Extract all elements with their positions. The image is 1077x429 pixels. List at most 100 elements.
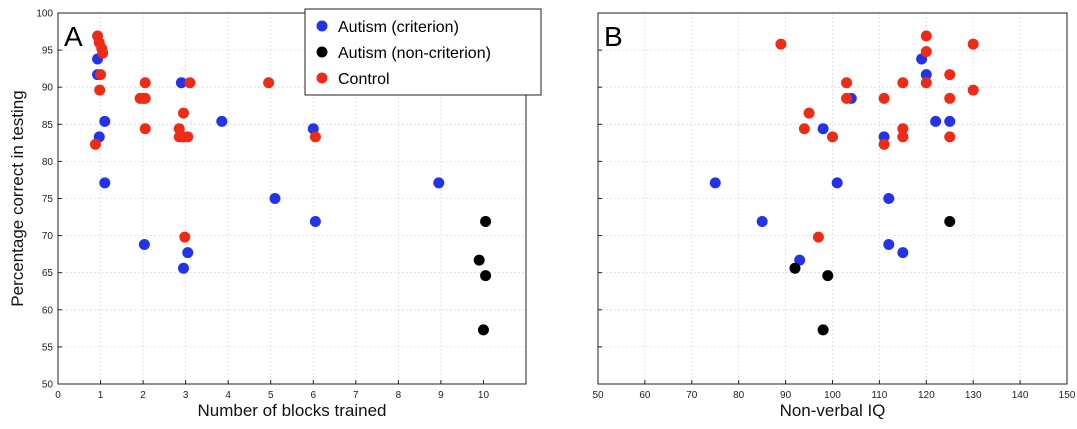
point-criterion — [930, 115, 942, 127]
x-tick-label: 70 — [686, 390, 698, 401]
point-criterion — [216, 115, 228, 127]
point-control — [967, 84, 979, 96]
point-criterion — [897, 247, 909, 259]
x-tick-label: 140 — [1012, 390, 1029, 401]
point-control — [139, 92, 151, 104]
point-control — [139, 123, 151, 135]
point-criterion — [883, 193, 895, 204]
point-criterion — [831, 177, 843, 189]
point-noncriterion — [480, 216, 492, 228]
point-noncriterion — [480, 270, 492, 282]
x-tick-label: 90 — [780, 390, 792, 401]
point-control — [897, 77, 909, 89]
point-control — [94, 84, 106, 96]
point-noncriterion — [822, 270, 834, 282]
point-control — [803, 107, 815, 119]
point-control — [944, 92, 956, 104]
point-criterion — [433, 177, 445, 189]
point-control — [139, 77, 151, 89]
y-axis-label: Percentage correct in testing — [8, 90, 27, 306]
legend: Autism (criterion) Autism (non-criterion)… — [304, 8, 542, 96]
point-criterion — [178, 262, 190, 274]
x-tick-label: 110 — [871, 390, 887, 401]
x-axis-label: Non-verbal IQ — [780, 401, 886, 420]
x-tick-label: 9 — [438, 390, 444, 401]
point-control — [944, 69, 956, 81]
x-tick-label: 5 — [268, 390, 274, 401]
point-noncriterion — [944, 216, 956, 228]
point-noncriterion — [473, 254, 485, 266]
point-criterion — [175, 77, 187, 89]
point-criterion — [794, 254, 806, 266]
point-control — [812, 231, 824, 243]
point-control — [967, 38, 979, 50]
point-control — [775, 38, 787, 50]
x-tick-label: 6 — [310, 390, 316, 401]
y-tick-label: 70 — [42, 231, 54, 242]
y-tick-label: 60 — [42, 305, 54, 316]
y-tick-label: 55 — [42, 342, 54, 353]
y-tick-label: 65 — [42, 268, 54, 279]
point-control — [920, 30, 932, 42]
panel-letter: A — [64, 21, 83, 52]
legend-marker-noncriterion — [316, 46, 328, 58]
point-criterion — [99, 177, 111, 189]
point-noncriterion — [817, 324, 829, 336]
x-tick-label: 4 — [225, 390, 231, 401]
x-axis-label: Number of blocks trained — [198, 401, 387, 420]
y-tick-label: 75 — [42, 194, 54, 205]
x-tick-label: 130 — [965, 390, 982, 401]
x-tick-label: 0 — [55, 390, 61, 401]
point-criterion — [944, 115, 956, 127]
point-control — [179, 231, 191, 243]
y-tick-label: 90 — [42, 83, 54, 94]
legend-label-noncriterion: Autism (non-criterion) — [338, 45, 491, 62]
point-control — [897, 123, 909, 135]
x-tick-label: 10 — [478, 390, 490, 401]
point-criterion — [309, 216, 321, 228]
point-control — [841, 77, 853, 89]
x-tick-label: 2 — [140, 390, 146, 401]
point-control — [95, 69, 107, 81]
y-tick-label: 80 — [42, 157, 54, 168]
x-tick-label: 3 — [183, 390, 189, 401]
x-tick-label: 50 — [592, 390, 604, 401]
point-control — [173, 123, 185, 135]
legend-marker-control — [316, 72, 328, 84]
point-control — [920, 77, 932, 89]
x-tick-label: 8 — [396, 390, 402, 401]
legend-label-control: Control — [338, 71, 390, 88]
x-tick-label: 100 — [824, 390, 841, 401]
x-tick-label: 120 — [918, 390, 935, 401]
point-criterion — [756, 216, 768, 228]
legend-marker-criterion — [316, 20, 328, 32]
y-tick-label: 95 — [42, 46, 54, 57]
point-control — [309, 131, 321, 143]
point-control — [89, 138, 101, 150]
x-tick-label: 150 — [1059, 390, 1076, 401]
x-tick-label: 60 — [639, 390, 651, 401]
x-tick-label: 80 — [733, 390, 745, 401]
point-control — [178, 107, 190, 119]
panel-b: 50 60 70 80 90 100 110 120 130 140 150 Non-verbal I… — [592, 12, 1076, 420]
point-criterion — [920, 69, 932, 81]
point-control — [944, 131, 956, 143]
y-tick-label: 85 — [42, 120, 54, 131]
x-tick-label: 7 — [353, 390, 359, 401]
point-control — [184, 77, 196, 89]
point-criterion — [99, 115, 111, 127]
point-control — [878, 138, 890, 150]
point-noncriterion — [789, 262, 801, 274]
y-tick-label: 50 — [42, 380, 54, 391]
panel-letter: B — [604, 21, 623, 52]
point-criterion — [709, 177, 721, 189]
point-control — [182, 131, 194, 143]
y-tick-label: 100 — [36, 9, 53, 20]
point-control — [920, 46, 932, 58]
point-criterion — [817, 123, 829, 135]
point-criterion — [138, 239, 150, 251]
point-control — [841, 92, 853, 104]
point-control — [878, 92, 890, 104]
